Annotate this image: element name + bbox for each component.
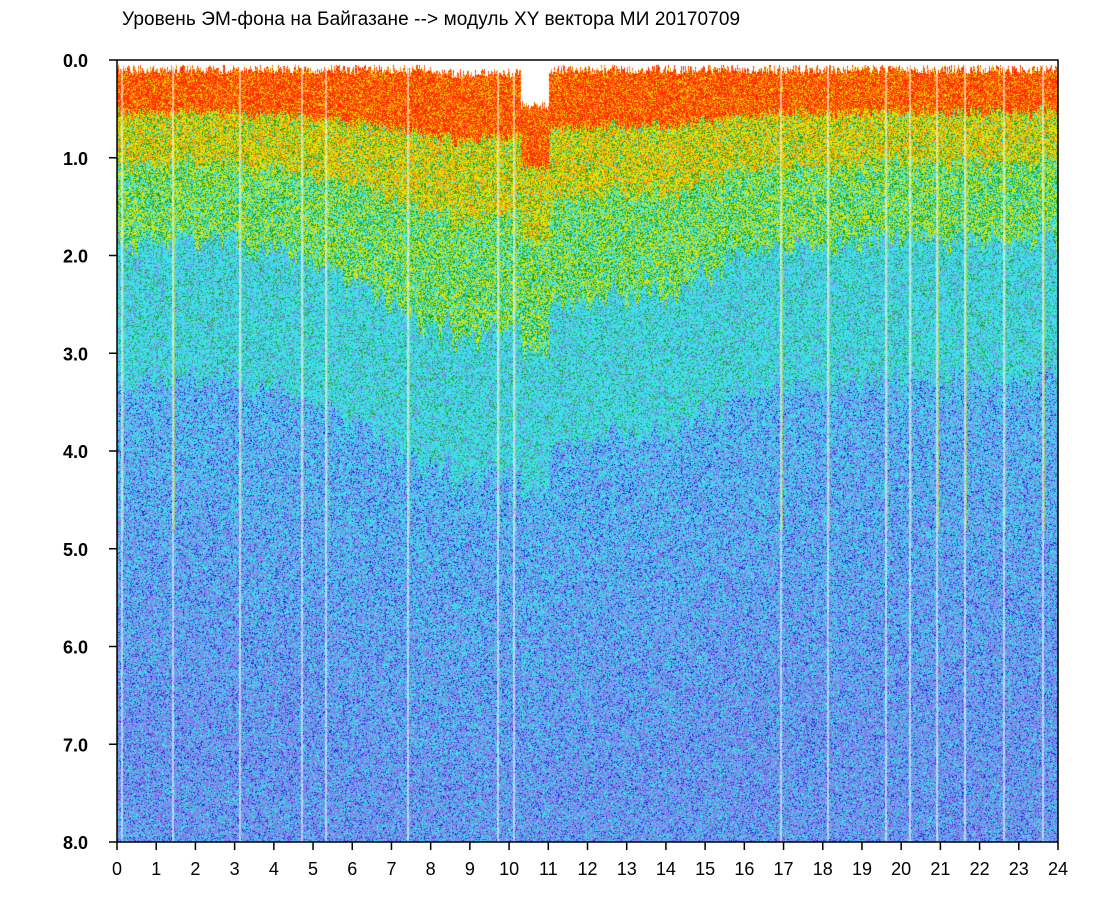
x-tick-label: 15 <box>695 859 715 879</box>
x-tick-label: 13 <box>617 859 637 879</box>
y-tick-label: 5.0 <box>63 540 88 560</box>
y-tick-label: 7.0 <box>63 735 88 755</box>
x-tick-label: 11 <box>539 859 558 879</box>
plot-frame <box>116 59 1059 843</box>
x-tick-label: 20 <box>891 859 911 879</box>
x-tick-label: 1 <box>151 859 161 879</box>
y-tick-label: 6.0 <box>63 638 88 658</box>
y-tick-label: 0.0 <box>63 51 88 71</box>
x-tick-label: 4 <box>269 859 279 879</box>
heatmap-plot <box>117 60 1058 842</box>
x-tick-label: 17 <box>774 859 794 879</box>
y-tick-label: 8.0 <box>63 833 88 853</box>
x-tick-label: 3 <box>230 859 240 879</box>
y-tick-label: 4.0 <box>63 442 88 462</box>
x-tick-label: 23 <box>1009 859 1029 879</box>
x-tick-label: 16 <box>734 859 754 879</box>
y-tick-label: 1.0 <box>63 149 88 169</box>
y-tick-label: 3.0 <box>63 344 88 364</box>
x-tick-label: 12 <box>577 859 597 879</box>
y-tick-label: 2.0 <box>63 247 88 267</box>
x-tick-label: 0 <box>112 859 122 879</box>
x-tick-label: 19 <box>852 859 872 879</box>
x-tick-label: 14 <box>656 859 676 879</box>
x-tick-label: 6 <box>347 859 357 879</box>
x-tick-label: 7 <box>386 859 396 879</box>
x-tick-label: 8 <box>426 859 436 879</box>
chart-title: Уровень ЭМ-фона на Байгазане --> модуль … <box>122 9 741 30</box>
x-tick-label: 21 <box>930 859 950 879</box>
x-tick-label: 2 <box>190 859 200 879</box>
x-tick-label: 10 <box>499 859 519 879</box>
x-tick-label: 9 <box>465 859 475 879</box>
x-tick-label: 24 <box>1048 859 1068 879</box>
x-tick-label: 22 <box>970 859 990 879</box>
x-tick-label: 5 <box>308 859 318 879</box>
x-tick-label: 18 <box>813 859 833 879</box>
